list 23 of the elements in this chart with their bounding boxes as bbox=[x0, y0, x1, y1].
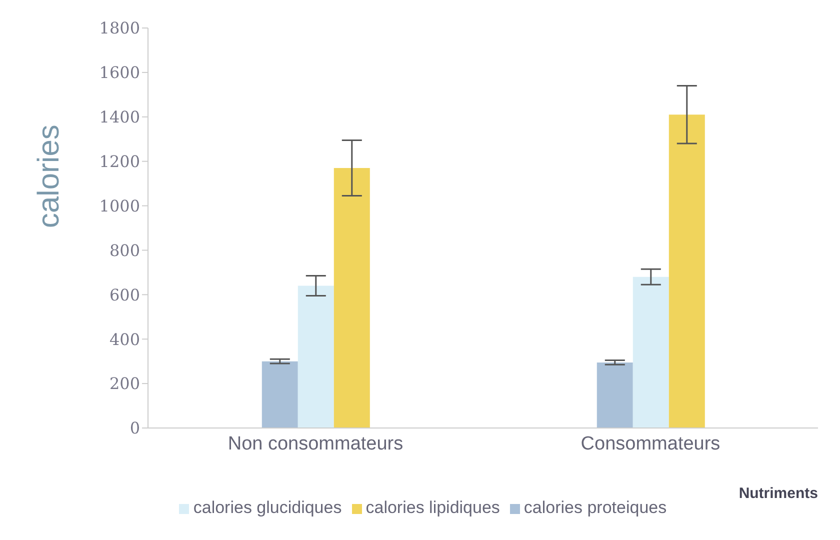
y-tick-label: 200 bbox=[109, 374, 140, 394]
x-axis-title: Nutriments bbox=[738, 485, 818, 502]
y-tick-label: 600 bbox=[109, 285, 140, 304]
bar bbox=[668, 114, 705, 428]
y-tick-label: 800 bbox=[109, 240, 140, 260]
legend-label: calories proteiques bbox=[524, 498, 667, 517]
legend-label: calories lipidiques bbox=[366, 498, 500, 517]
bar bbox=[632, 276, 669, 428]
y-axis-title: calories bbox=[32, 124, 66, 228]
bar bbox=[334, 168, 370, 428]
legend-label: calories glucidiques bbox=[193, 498, 342, 517]
bar bbox=[262, 361, 298, 428]
y-tick-label: 1200 bbox=[99, 152, 140, 172]
y-tick-label: 1800 bbox=[99, 18, 140, 38]
bar bbox=[596, 362, 633, 428]
y-tick-label: 1600 bbox=[99, 63, 140, 82]
x-tick-label: Non consommateurs bbox=[228, 433, 404, 454]
y-tick-label: 0 bbox=[130, 418, 140, 438]
y-tick-label: 1000 bbox=[99, 196, 140, 216]
x-tick-label: Consommateurs bbox=[580, 433, 720, 454]
bar bbox=[298, 286, 334, 428]
y-tick-label: 1400 bbox=[99, 108, 140, 127]
y-tick-label: 400 bbox=[109, 330, 140, 349]
